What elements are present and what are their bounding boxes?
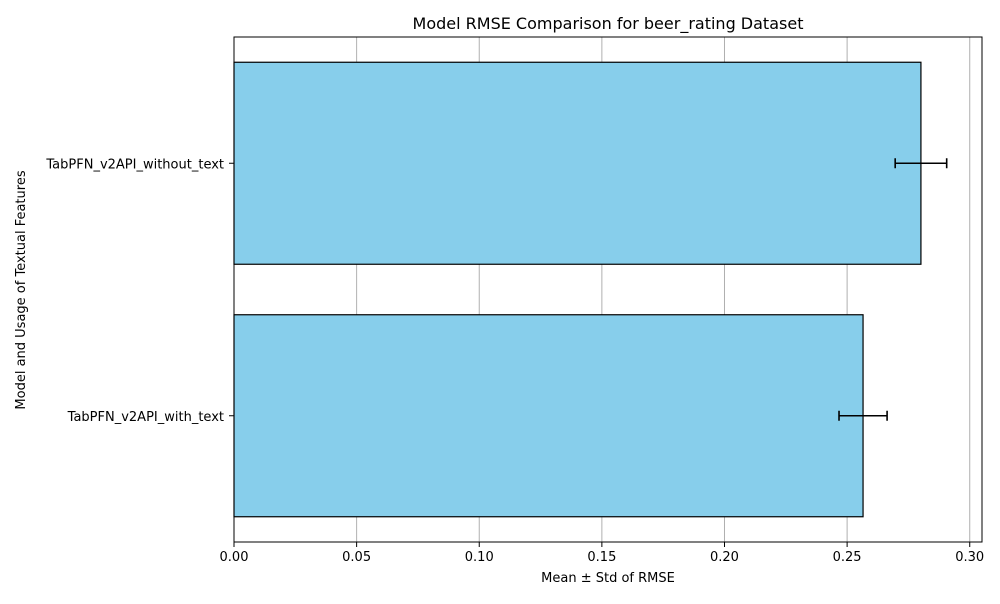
x-axis-ticks: 0.00 0.05 0.10 0.15 0.20 0.25 0.30 bbox=[220, 542, 984, 565]
chart-title: Model RMSE Comparison for beer_rating Da… bbox=[413, 14, 804, 34]
x-tick-label: 0.10 bbox=[465, 550, 494, 565]
plot-frame bbox=[233, 36, 983, 543]
x-axis-label: Mean ± Std of RMSE bbox=[541, 571, 675, 586]
bar bbox=[233, 314, 864, 518]
x-tick-label: 0.30 bbox=[955, 550, 984, 565]
y-tick-label: TabPFN_v2API_without_text bbox=[45, 157, 224, 172]
x-tick-label: 0.15 bbox=[587, 550, 616, 565]
y-axis-label: Model and Usage of Textual Features bbox=[14, 170, 29, 409]
y-tick-label: TabPFN_v2API_with_text bbox=[67, 410, 224, 425]
error-bars bbox=[838, 158, 948, 421]
bar bbox=[233, 61, 922, 265]
y-axis-ticks: TabPFN_v2API_with_text TabPFN_v2API_witho… bbox=[45, 157, 234, 425]
x-tick-label: 0.05 bbox=[342, 550, 371, 565]
bars bbox=[233, 61, 922, 518]
x-tick-label: 0.25 bbox=[833, 550, 862, 565]
x-tick-label: 0.20 bbox=[710, 550, 739, 565]
x-tick-label: 0.00 bbox=[220, 550, 249, 565]
